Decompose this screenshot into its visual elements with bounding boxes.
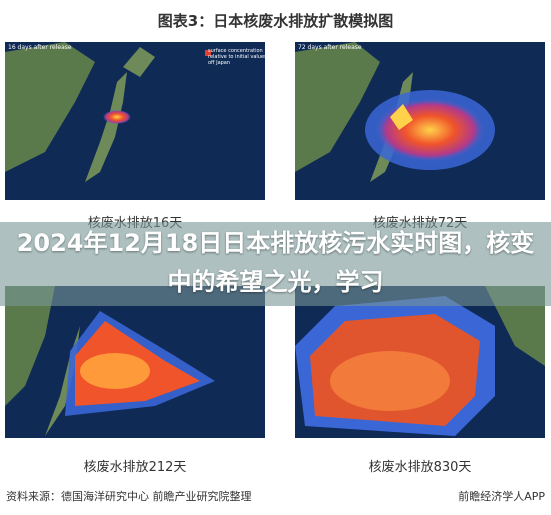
map-72 — [295, 42, 545, 200]
title-band — [0, 222, 551, 306]
map-caption: 16 days after release — [8, 44, 72, 51]
overlay-title: 2024年12月18日日本排放核污水实时图，核变中的希望之光，学习 — [16, 229, 535, 296]
legend-note: surface concentration relative to initia… — [208, 48, 267, 66]
panel-label: 核废水排放830天 — [368, 460, 472, 475]
map-caption: 72 days after release — [298, 44, 362, 51]
map-16 — [5, 42, 265, 200]
source-note: 资料来源：德国海洋研究中心 前瞻产业研究院整理 — [6, 490, 252, 503]
panel-label: 核废水排放212天 — [83, 460, 187, 475]
figure-title: 图表3：日本核废水排放扩散模拟图 — [157, 12, 394, 30]
map-830 — [295, 286, 545, 438]
map-212 — [5, 286, 265, 438]
brand: 前瞻经济学人APP — [458, 490, 545, 503]
